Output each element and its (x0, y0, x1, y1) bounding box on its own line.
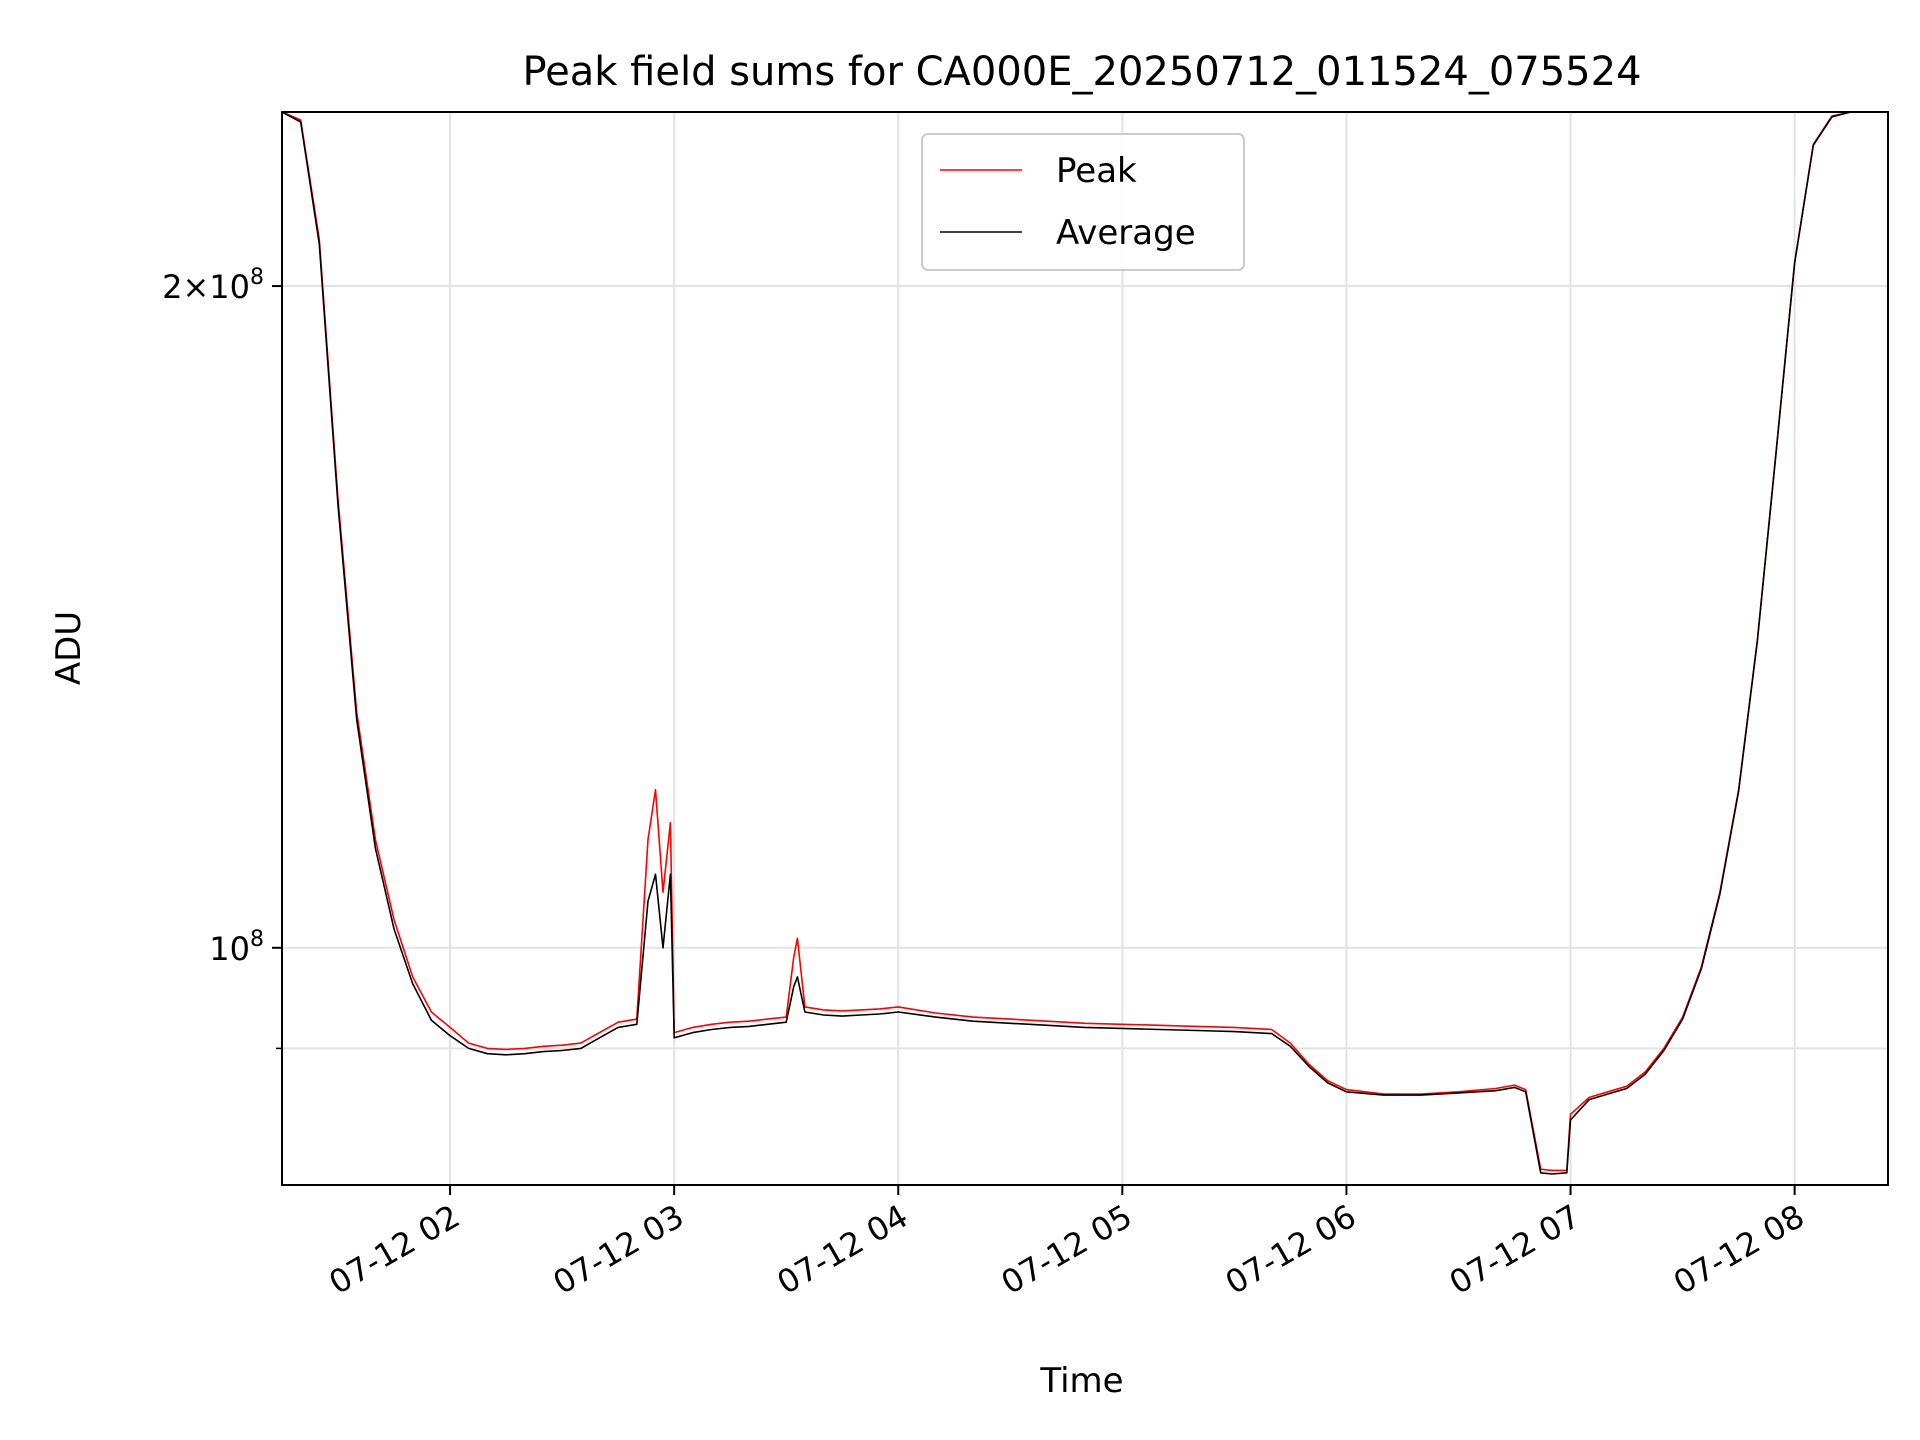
y-axis: 108 2×108 (162, 265, 282, 1050)
legend-label-average: Average (1056, 213, 1196, 253)
y-tick-label: 2×108 (162, 265, 264, 306)
legend: Peak Average (921, 133, 1245, 271)
y-tick-label: 108 (209, 927, 264, 968)
x-axis-label: Time (1039, 1361, 1123, 1401)
series-average-line (281, 111, 1888, 1175)
series-layer (281, 111, 1888, 1175)
legend-box (921, 133, 1245, 271)
series-peak-line (281, 111, 1888, 1172)
y-axis-label: ADU (49, 611, 89, 685)
legend-label-peak: Peak (1056, 151, 1137, 191)
plot-frame (281, 111, 1889, 1186)
chart-title: Peak field sums for CA000E_20250712_0115… (522, 49, 1641, 95)
grid (282, 112, 1888, 1185)
